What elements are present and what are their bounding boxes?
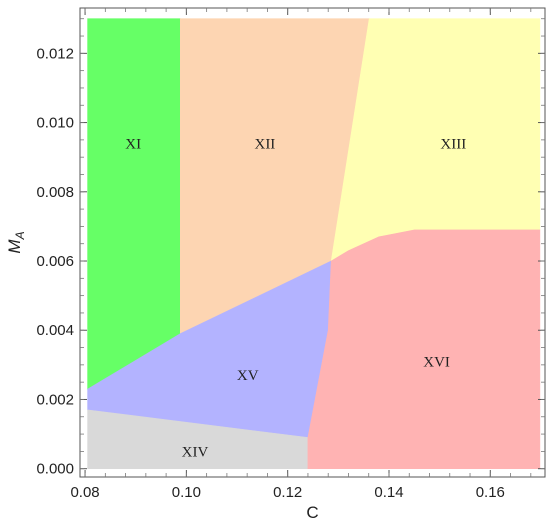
- y-tick-label: 0.000: [36, 461, 74, 478]
- x-tick-label: 0.16: [476, 484, 505, 501]
- y-tick-label: 0.006: [36, 253, 74, 270]
- y-axis: 0.000 0.002 0.004 0.006 0.008 0.010 0.012: [36, 18, 545, 478]
- x-tick-label: 0.14: [374, 484, 403, 501]
- y-tick-label: 0.012: [36, 45, 74, 62]
- region-xi: [87, 18, 181, 390]
- x-axis: 0.08 0.10 0.12 0.14 0.16: [70, 8, 532, 501]
- y-tick-label: 0.008: [36, 184, 74, 201]
- y-tick-label: 0.010: [36, 115, 74, 132]
- y-axis-title-subscript: A: [13, 231, 27, 240]
- y-axis-title-main: M: [5, 239, 24, 254]
- region-label-xii: XII: [254, 136, 275, 152]
- x-tick-label: 0.12: [273, 484, 302, 501]
- x-tick-label: 0.08: [70, 484, 99, 501]
- x-axis-title: C: [306, 503, 318, 522]
- region-labels-layer: XI XII XIII XV XIV XVI: [125, 136, 466, 460]
- y-tick-label: 0.004: [36, 322, 74, 339]
- y-tick-label: 0.002: [36, 391, 74, 408]
- regions-layer: [87, 18, 541, 470]
- region-label-xiii: XIII: [440, 136, 466, 152]
- region-label-xvi: XVI: [423, 354, 450, 370]
- region-xvi: [307, 229, 541, 470]
- region-label-xiv: XIV: [182, 444, 209, 460]
- y-axis-title: MA: [5, 231, 27, 253]
- region-label-xi: XI: [125, 136, 141, 152]
- region-label-xv: XV: [237, 368, 259, 384]
- plot-frame: [79, 7, 546, 478]
- x-tick-label: 0.10: [172, 484, 201, 501]
